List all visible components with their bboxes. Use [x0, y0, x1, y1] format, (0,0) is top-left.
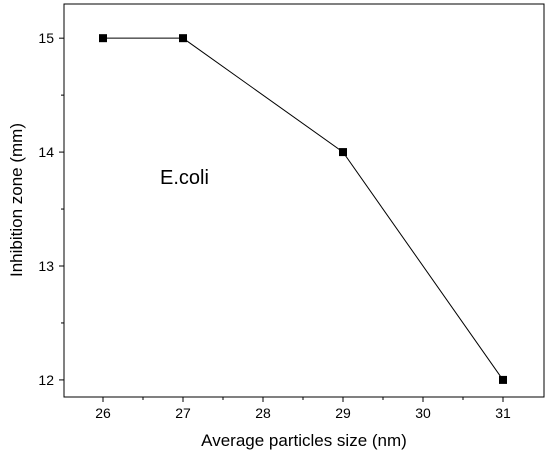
x-axis-ticks: 26 27 28 29 30 31 [95, 397, 511, 421]
y-axis-ticks: 12 13 14 15 [38, 30, 64, 388]
y-axis-title: Inhibition zone (mm) [7, 123, 26, 277]
y-tick-label: 12 [38, 372, 54, 388]
x-tick-label: 28 [255, 405, 271, 421]
data-point-marker [339, 148, 347, 157]
x-tick-label: 27 [175, 405, 191, 421]
data-point-marker [179, 34, 187, 43]
y-tick-label: 15 [38, 30, 54, 46]
plot-frame [63, 3, 545, 398]
series-layer [99, 34, 507, 384]
y-tick-label: 14 [38, 144, 54, 160]
x-tick-label: 26 [95, 405, 111, 421]
x-tick-label: 29 [335, 405, 351, 421]
data-point-marker [499, 375, 507, 384]
y-tick-label: 13 [38, 258, 54, 274]
series-line [103, 37, 504, 381]
x-tick-label: 30 [415, 405, 431, 421]
annotation-ecoli: E.coli [160, 167, 209, 189]
x-axis-title: Average particles size (nm) [201, 431, 407, 450]
x-tick-label: 31 [495, 405, 511, 421]
data-point-marker [99, 34, 107, 43]
